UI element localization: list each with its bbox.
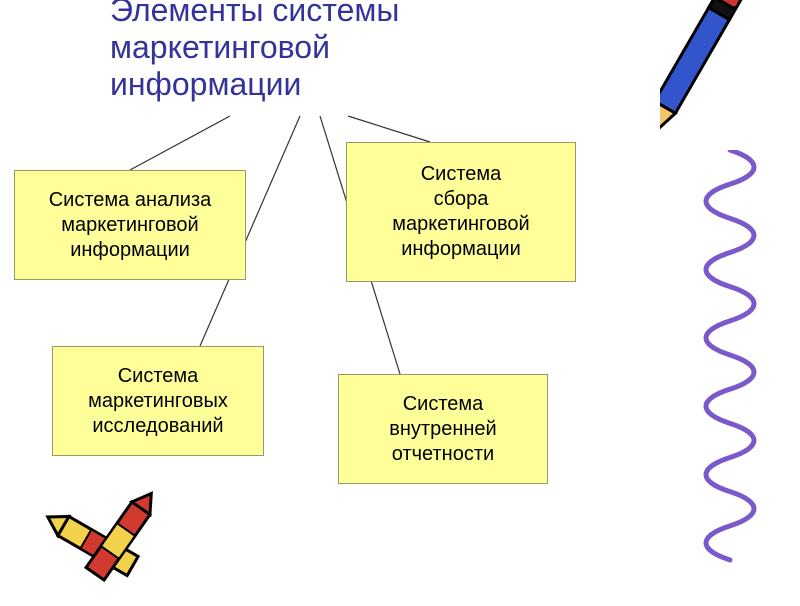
box-analysis: Система анализамаркетинговойинформации (14, 170, 246, 280)
box-analysis-text: Система анализамаркетинговойинформации (49, 188, 212, 263)
box-collection: Системасборамаркетинговойинформации (346, 142, 576, 282)
box-research: Системамаркетинговыхисследований (52, 346, 264, 456)
page-title: Элементы системымаркетинговойинформации (110, 0, 399, 102)
box-collection-text: Системасборамаркетинговойинформации (392, 162, 529, 262)
crayons-icon (28, 486, 198, 606)
box-research-text: Системамаркетинговыхисследований (88, 364, 228, 439)
box-reporting-text: Системавнутреннейотчетности (389, 392, 496, 467)
squiggle-decoration (690, 150, 800, 590)
box-reporting: Системавнутреннейотчетности (338, 374, 548, 484)
